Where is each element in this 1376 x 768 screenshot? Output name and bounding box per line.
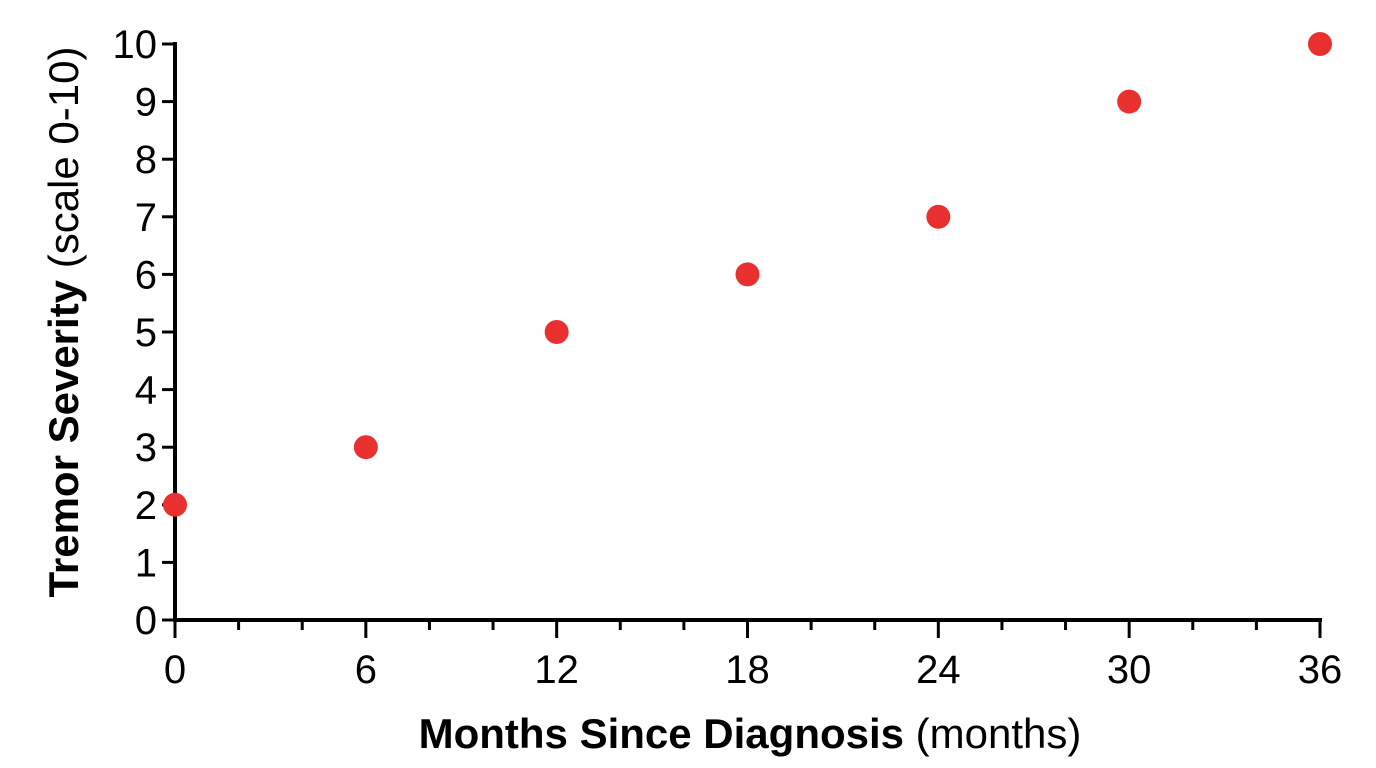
y-tick-label: 9 xyxy=(135,81,157,125)
y-axis-tick-labels: 0 1 2 3 4 5 6 7 8 9 10 xyxy=(113,23,158,643)
x-tick-label: 12 xyxy=(534,648,579,692)
y-tick-label: 2 xyxy=(135,484,157,528)
data-point xyxy=(544,320,569,344)
y-tick-label: 6 xyxy=(135,253,157,297)
data-point xyxy=(1308,32,1332,56)
x-axis-ticks xyxy=(173,620,1322,638)
data-point xyxy=(926,204,951,229)
y-axis-title-main: Tremor Severity xyxy=(40,279,87,597)
y-tick-label: 5 xyxy=(135,311,157,355)
x-tick-label: 6 xyxy=(355,648,377,692)
y-tick-label: 3 xyxy=(135,426,157,470)
x-tick-label: 0 xyxy=(164,648,186,692)
y-axis-title: Tremor Severity (scale 0-10) xyxy=(40,47,87,598)
y-tick-label: 1 xyxy=(135,541,157,585)
x-tick-label: 36 xyxy=(1298,648,1343,692)
x-tick-label: 24 xyxy=(916,648,961,692)
x-axis-title-main: Months Since Diagnosis xyxy=(419,710,904,757)
x-axis-title: Months Since Diagnosis (months) xyxy=(419,710,1082,757)
y-tick-label: 7 xyxy=(135,196,157,240)
data-point xyxy=(1117,89,1142,114)
x-axis-title-unit: (months) xyxy=(904,710,1081,757)
data-point xyxy=(163,492,187,517)
data-points xyxy=(163,32,1332,517)
axes xyxy=(173,42,1322,622)
y-tick-label: 8 xyxy=(135,138,157,182)
y-tick-label: 0 xyxy=(135,599,157,643)
y-axis-title-unit: (scale 0-10) xyxy=(40,47,87,280)
data-point xyxy=(353,435,378,460)
x-tick-label: 30 xyxy=(1107,648,1152,692)
x-tick-label: 18 xyxy=(725,648,770,692)
y-tick-label: 4 xyxy=(135,369,157,413)
data-point xyxy=(735,262,760,287)
y-tick-label: 10 xyxy=(113,23,158,67)
x-axis-tick-labels: 0 6 12 18 24 30 36 xyxy=(164,648,1342,692)
